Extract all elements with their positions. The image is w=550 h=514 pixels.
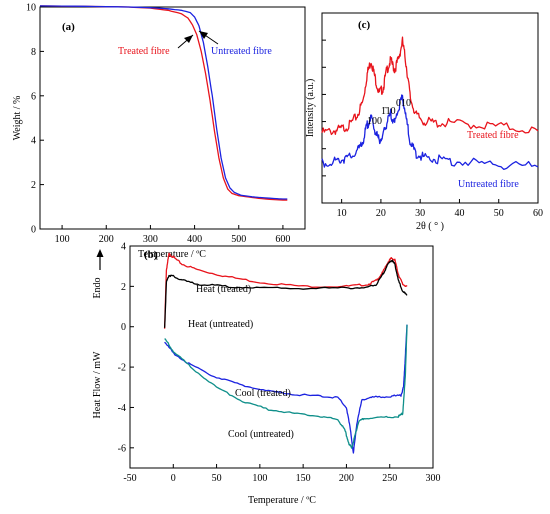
panel-b-ylabel: Heat Flow / mW [92, 351, 103, 418]
b-xtick-label: 100 [252, 473, 267, 484]
panel-a-xlabel: Temperature / ºC [138, 249, 206, 260]
a-ytick-label: 4 [31, 136, 36, 147]
arrow-to-untreated [198, 30, 219, 45]
peak-label-110: 1̄10 [381, 106, 396, 117]
a-xtick-label: 400 [187, 234, 202, 245]
b-xtick-label: 250 [382, 473, 397, 484]
a-ytick-label: 8 [31, 47, 36, 58]
series-b-cool-treated- [164, 324, 408, 454]
panel-a-frame [39, 6, 306, 230]
panel-a-ylabel: Weight / % [12, 96, 23, 141]
c-xtick-label: 50 [494, 208, 504, 219]
b-xtick-label: 150 [296, 473, 311, 484]
panel-c-frame [321, 12, 539, 204]
panel-c-xlabel: 2θ ( ° ) [416, 221, 444, 232]
peak-label-100: 100 [367, 116, 382, 127]
series-b-heat-treated- [163, 252, 408, 329]
panel-c: 10 20 30 40 50 60 (c) 2θ ( ° ) Intensity (a.u… [305, 12, 543, 232]
series-a-treated-fibre [39, 5, 288, 201]
a-xtick-label: 600 [275, 234, 290, 245]
panel-c-label: (c) [358, 19, 371, 31]
b-xtick-label: -50 [123, 473, 136, 484]
panel-a-label: (a) [62, 21, 75, 33]
panel-a-annotation-untreated: Untreated fibre [211, 46, 272, 57]
panel-a-annotation-treated: Treated fibre [118, 46, 170, 57]
panel-b-xlabel: Temperature / ºC [248, 495, 316, 506]
endo-arrow [96, 249, 104, 270]
a-ytick-label: 6 [31, 91, 36, 102]
peak-label-010: 010 [396, 98, 411, 109]
legend-untreated: Untreated fibre [458, 179, 519, 190]
legend-treated: Treated fibre [467, 130, 519, 141]
panel-b-endo-label: Endo [92, 277, 103, 298]
c-xtick-label: 20 [376, 208, 386, 219]
b-ytick-label: 0 [121, 322, 126, 333]
c-xtick-label: 30 [415, 208, 425, 219]
b-ytick-label: 4 [121, 242, 126, 253]
b-xtick-label: 200 [339, 473, 354, 484]
b-ytick-label: -4 [118, 403, 126, 414]
a-xtick-label: 500 [231, 234, 246, 245]
panel-b-label: (b) [144, 249, 158, 261]
series-b-heat-untreated- [163, 259, 408, 328]
panel-c-ylabel: Intensity (a.u.) [305, 79, 316, 138]
a-xtick-label: 100 [55, 234, 70, 245]
a-ytick-label: 2 [31, 180, 36, 191]
annotation-heat-treated: Heat (treated) [196, 284, 251, 295]
a-xtick-label: 200 [99, 234, 114, 245]
a-ytick-label: 0 [31, 225, 36, 236]
b-ytick-label: -6 [118, 443, 126, 454]
series-b-cool-untreated- [164, 324, 408, 449]
panel-b: -50 0 50 100 150 200 250 300 -6 -4 -2 0 2 4 (b) Temp… [92, 242, 441, 507]
b-ytick-label: 2 [121, 282, 126, 293]
series-c-untreated-fibre [321, 94, 539, 171]
series-c-treated-fibre [321, 36, 539, 136]
panel-b-frame [129, 245, 434, 469]
arrow-to-treated [177, 34, 194, 49]
panel-a: 100 200 300 400 500 600 0 2 4 6 8 10 (a) Temperatu… [12, 3, 306, 260]
c-xtick-label: 40 [454, 208, 464, 219]
series-a-untreated-fibre [39, 5, 288, 200]
annotation-cool-treated: Cool (treated) [235, 388, 291, 399]
annotation-cool-untreated: Cool (untreated) [228, 429, 294, 440]
b-ytick-label: -2 [118, 363, 126, 374]
c-xtick-label: 10 [337, 208, 347, 219]
annotation-heat-untreated: Heat (untreated) [188, 319, 253, 330]
c-xtick-label: 60 [533, 208, 543, 219]
b-xtick-label: 300 [426, 473, 441, 484]
a-xtick-label: 300 [143, 234, 158, 245]
b-xtick-label: 50 [212, 473, 222, 484]
a-ytick-label: 10 [26, 3, 36, 14]
b-xtick-label: 0 [171, 473, 176, 484]
